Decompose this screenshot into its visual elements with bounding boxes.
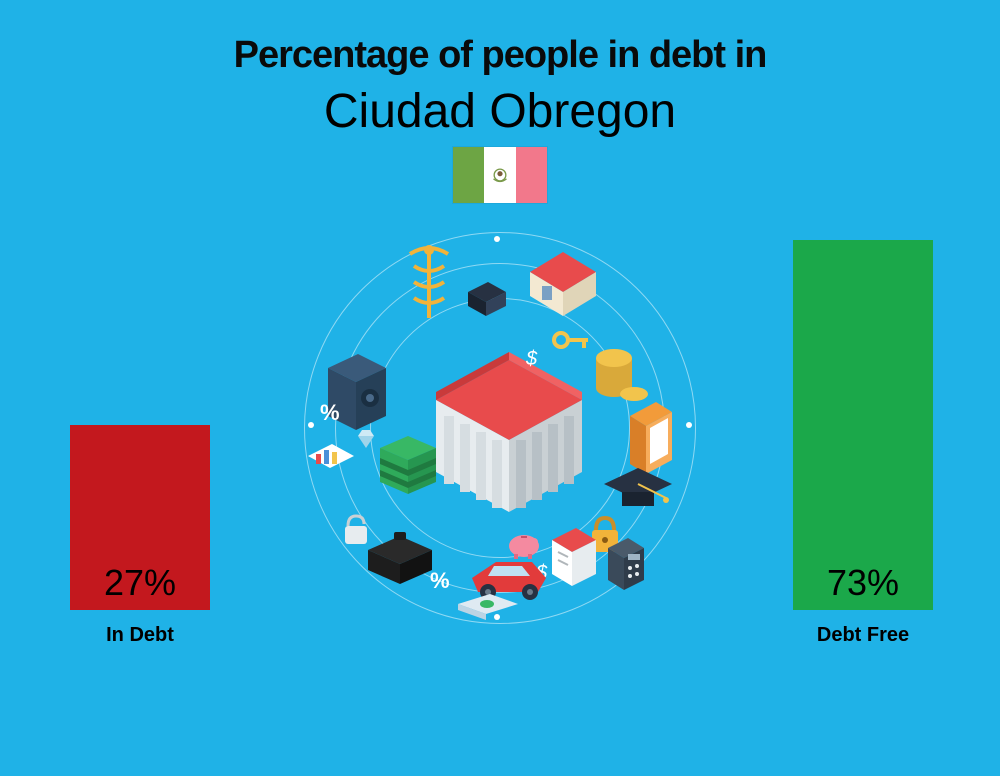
briefcase-icon [360, 532, 440, 588]
ledger-icon [464, 280, 510, 320]
graduation-cap-icon [600, 464, 676, 514]
flag-emblem-icon [487, 162, 513, 188]
title-line-2: Ciudad Obregon [0, 84, 1000, 139]
bank-icon [424, 352, 594, 522]
key-icon [552, 328, 592, 352]
clipboard-icon [546, 524, 602, 590]
bar-value: 73% [827, 562, 899, 610]
mini-chart-icon [306, 442, 356, 484]
bar-label-in-debt: In Debt [70, 624, 210, 647]
calculator-icon [604, 536, 648, 594]
percent-icon: % [320, 400, 340, 426]
dollar-icon: $ [526, 348, 537, 371]
caduceus-icon [404, 242, 454, 322]
coins-icon [592, 328, 652, 408]
bar-value: 27% [104, 562, 176, 610]
piggy-bank-icon [504, 528, 544, 560]
diamond-icon [354, 430, 378, 450]
infographic-canvas: Percentage of people in debt in Ciudad O… [0, 0, 1000, 776]
percent-icon: % [430, 568, 450, 594]
mexico-flag-icon [452, 146, 548, 204]
title-line-1: Percentage of people in debt in [0, 34, 1000, 77]
bar-in-debt: 27% [70, 425, 210, 610]
bar-label-debt-free: Debt Free [793, 624, 933, 647]
bar-debt-free: 73% [793, 240, 933, 610]
cash-stack-icon [374, 428, 442, 500]
finance-illustration: % % $ $ [304, 232, 696, 624]
banknote-icon [454, 592, 522, 624]
house-icon [524, 250, 602, 320]
